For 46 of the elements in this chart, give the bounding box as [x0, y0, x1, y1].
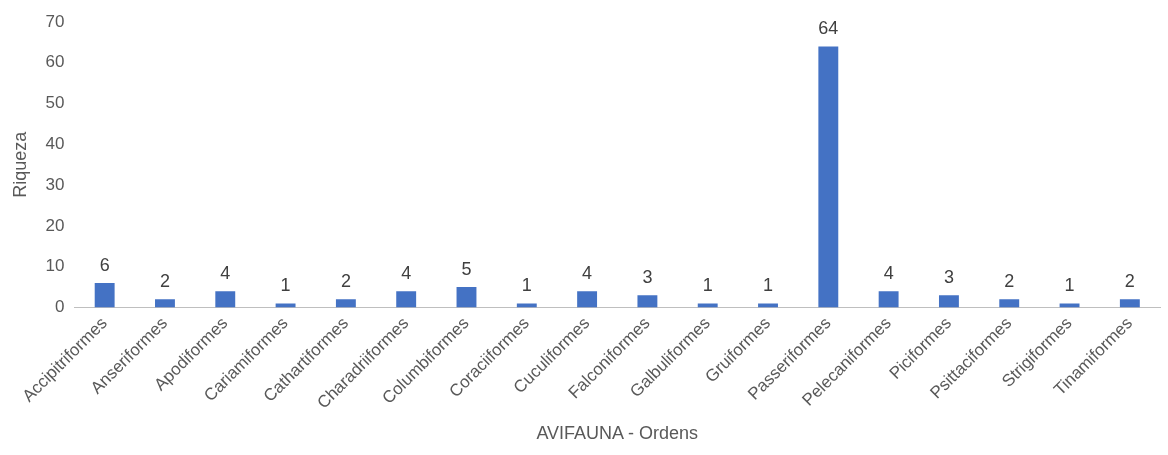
- bar: [94, 283, 115, 308]
- bar: [275, 303, 296, 308]
- bar: [155, 299, 175, 308]
- bar: [818, 46, 839, 308]
- bar: [1059, 303, 1080, 308]
- data-label: 64: [818, 18, 839, 39]
- data-label: 4: [401, 263, 412, 284]
- y-axis-title: Riqueza: [9, 130, 30, 198]
- data-label: 3: [642, 267, 653, 288]
- data-label: 4: [582, 263, 593, 284]
- bar: [999, 299, 1020, 308]
- y-tick-label: 0: [55, 297, 65, 317]
- data-label: 6: [99, 254, 110, 275]
- bar: [577, 291, 598, 308]
- y-tick-label: 40: [45, 134, 65, 154]
- bar: [456, 287, 477, 308]
- data-label: 2: [159, 271, 170, 292]
- y-tick-label: 10: [45, 256, 65, 276]
- data-label: 2: [1124, 271, 1135, 292]
- data-label: 2: [1004, 271, 1015, 292]
- data-label: 1: [763, 275, 774, 296]
- y-tick-label: 30: [45, 174, 65, 194]
- data-label: 1: [1064, 275, 1075, 296]
- data-label: 2: [340, 271, 351, 292]
- bar: [697, 303, 718, 308]
- bar: [637, 295, 658, 308]
- data-label: 4: [883, 263, 894, 284]
- data-label: 5: [461, 259, 472, 280]
- y-tick-label: 20: [45, 215, 65, 235]
- y-tick-label: 70: [45, 11, 65, 31]
- bar: [938, 295, 959, 308]
- data-label: 3: [943, 267, 954, 288]
- bar: [516, 303, 537, 308]
- data-label: 1: [521, 275, 532, 296]
- data-label: 4: [220, 263, 231, 284]
- y-tick-label: 50: [45, 93, 65, 113]
- bar: [335, 299, 356, 308]
- data-label: 1: [280, 275, 291, 296]
- bar: [396, 291, 417, 308]
- bar: [1119, 299, 1140, 308]
- x-axis-title: AVIFAUNA - Ordens: [536, 423, 699, 444]
- bar: [215, 291, 236, 308]
- data-label: 1: [702, 275, 713, 296]
- bar: [758, 303, 778, 308]
- y-tick-label: 60: [45, 52, 65, 72]
- bar: [878, 291, 899, 308]
